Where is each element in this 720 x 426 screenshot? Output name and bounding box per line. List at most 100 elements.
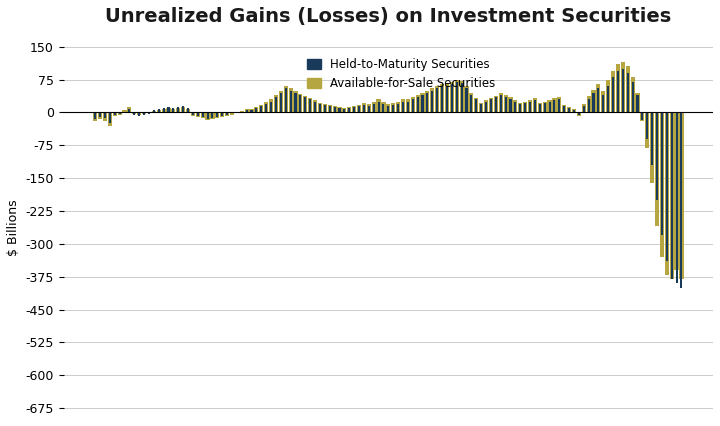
Bar	[499, 93, 503, 112]
Bar	[650, 112, 654, 183]
Bar	[524, 103, 526, 112]
Bar	[328, 106, 330, 112]
Bar	[464, 86, 469, 112]
Bar	[554, 100, 555, 112]
Bar	[163, 108, 165, 112]
Bar	[357, 105, 361, 112]
Bar	[333, 106, 337, 112]
Bar	[347, 107, 351, 112]
Bar	[177, 107, 179, 112]
Bar	[396, 101, 400, 112]
Bar	[275, 97, 277, 112]
Bar	[601, 91, 606, 112]
Bar	[328, 105, 332, 112]
Bar	[552, 98, 557, 112]
Bar	[197, 112, 199, 116]
Bar	[675, 112, 678, 283]
Bar	[256, 108, 258, 112]
Bar	[489, 98, 493, 112]
Bar	[249, 109, 253, 112]
Bar	[98, 112, 102, 119]
Bar	[406, 99, 410, 112]
Bar	[254, 107, 258, 112]
Bar	[451, 84, 453, 112]
Bar	[538, 103, 542, 112]
Bar	[547, 100, 552, 112]
Bar	[182, 106, 184, 112]
Bar	[421, 95, 423, 112]
Bar	[137, 112, 141, 115]
Bar	[246, 110, 248, 112]
Bar	[147, 112, 151, 113]
Bar	[358, 106, 360, 112]
Bar	[270, 101, 272, 112]
Bar	[397, 104, 399, 112]
Bar	[636, 93, 639, 112]
Bar	[655, 112, 659, 226]
Bar	[490, 99, 492, 112]
Bar	[117, 112, 122, 115]
Bar	[114, 112, 116, 115]
Bar	[626, 73, 629, 112]
Bar	[593, 93, 595, 112]
Bar	[549, 101, 551, 112]
Bar	[656, 112, 658, 200]
Bar	[305, 97, 306, 112]
Bar	[362, 103, 366, 112]
Bar	[172, 108, 174, 112]
Bar	[474, 98, 478, 112]
Bar	[567, 107, 571, 112]
Bar	[391, 103, 395, 112]
Bar	[212, 112, 214, 118]
Bar	[519, 104, 521, 112]
Bar	[245, 109, 248, 112]
Bar	[309, 99, 311, 112]
Bar	[168, 107, 169, 112]
Bar	[602, 95, 604, 112]
Bar	[596, 84, 600, 112]
Bar	[143, 112, 145, 115]
Bar	[104, 112, 106, 118]
Bar	[454, 80, 459, 112]
Bar	[205, 112, 210, 121]
Bar	[279, 91, 283, 112]
Bar	[500, 95, 502, 112]
Bar	[158, 109, 160, 112]
Bar	[226, 112, 228, 115]
Bar	[562, 105, 567, 112]
Bar	[523, 101, 527, 112]
Bar	[240, 111, 244, 112]
Bar	[127, 107, 132, 112]
Bar	[401, 99, 405, 112]
Bar	[269, 99, 273, 112]
Bar	[470, 95, 472, 112]
Bar	[558, 99, 560, 112]
Bar	[508, 97, 513, 112]
Bar	[480, 104, 482, 112]
Bar	[426, 93, 428, 112]
Bar	[588, 99, 590, 112]
Bar	[377, 99, 381, 112]
Bar	[529, 101, 531, 112]
Bar	[289, 91, 292, 112]
Bar	[235, 112, 239, 113]
Bar	[680, 112, 683, 279]
Bar	[191, 112, 195, 116]
Bar	[260, 106, 262, 112]
Bar	[415, 95, 420, 112]
Bar	[612, 78, 614, 112]
Bar	[259, 105, 264, 112]
Bar	[503, 95, 508, 112]
Bar	[308, 98, 312, 112]
Bar	[324, 105, 326, 112]
Bar	[587, 96, 590, 112]
Bar	[352, 106, 356, 112]
Bar	[636, 95, 639, 112]
Bar	[533, 98, 537, 112]
Bar	[441, 86, 443, 112]
Bar	[373, 104, 374, 112]
Bar	[426, 91, 430, 112]
Bar	[611, 71, 615, 112]
Bar	[298, 94, 302, 112]
Bar	[202, 112, 204, 117]
